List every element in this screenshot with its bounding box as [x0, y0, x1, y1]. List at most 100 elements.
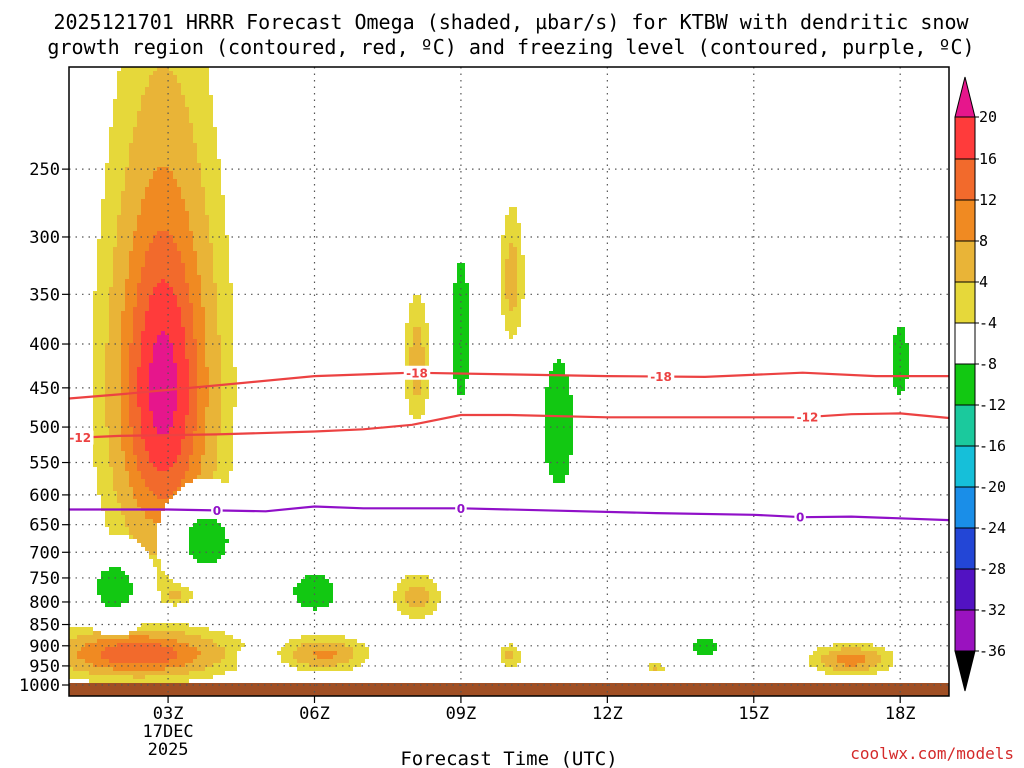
omega-cell: [73, 667, 77, 671]
omega-cell: [129, 639, 133, 643]
omega-cell: [181, 231, 185, 235]
omega-cell: [137, 239, 141, 243]
omega-cell: [145, 215, 149, 219]
omega-cell: [165, 187, 169, 191]
omega-cell: [105, 403, 109, 407]
omega-cell: [109, 531, 113, 535]
omega-cell: [309, 595, 313, 599]
omega-cell: [109, 187, 113, 191]
omega-cell: [125, 315, 129, 319]
omega-cell: [181, 451, 185, 455]
omega-cell: [161, 499, 165, 503]
omega-cell: [125, 339, 129, 343]
omega-cell: [149, 635, 153, 639]
omega-cell: [425, 331, 429, 335]
omega-cell: [413, 295, 417, 299]
omega-cell: [409, 355, 413, 359]
omega-cell: [173, 99, 177, 103]
omega-cell: [113, 323, 117, 327]
omega-cell: [157, 271, 161, 275]
omega-cell: [125, 659, 129, 663]
omega-cell: [129, 527, 133, 531]
omega-cell: [117, 667, 121, 671]
omega-cell: [297, 591, 301, 595]
omega-cell: [93, 399, 97, 403]
omega-cell: [105, 479, 109, 483]
omega-cell: [213, 371, 217, 375]
omega-cell: [169, 127, 173, 131]
omega-cell: [169, 255, 173, 259]
omega-cell: [185, 419, 189, 423]
omega-cell: [509, 295, 513, 299]
omega-cell: [205, 95, 209, 99]
omega-cell: [89, 651, 93, 655]
omega-cell: [161, 383, 165, 387]
omega-cell: [109, 403, 113, 407]
omega-cell: [117, 603, 121, 607]
omega-cell: [101, 575, 105, 579]
omega-cell: [201, 527, 205, 531]
omega-cell: [165, 419, 169, 423]
omega-cell: [153, 675, 157, 679]
omega-cell: [193, 543, 197, 547]
omega-cell: [161, 655, 165, 659]
omega-cell: [129, 259, 133, 263]
omega-cell: [417, 595, 421, 599]
omega-cell: [301, 635, 305, 639]
omega-cell: [137, 211, 141, 215]
omega-cell: [93, 463, 97, 467]
omega-cell: [173, 103, 177, 107]
omega-cell: [93, 447, 97, 451]
omega-cell: [417, 299, 421, 303]
omega-cell: [181, 423, 185, 427]
omega-cell: [365, 647, 369, 651]
omega-cell: [209, 95, 213, 99]
omega-cell: [413, 379, 417, 383]
omega-cell: [181, 327, 185, 331]
omega-cell: [137, 223, 141, 227]
omega-cell: [197, 207, 201, 211]
omega-cell: [137, 519, 141, 523]
omega-cell: [133, 463, 137, 467]
omega-cell: [201, 651, 205, 655]
omega-cell: [185, 371, 189, 375]
omega-cell: [149, 475, 153, 479]
omega-cell: [165, 363, 169, 367]
omega-cell: [149, 471, 153, 475]
omega-cell: [77, 627, 81, 631]
omega-cell: [189, 147, 193, 151]
omega-cell: [93, 323, 97, 327]
omega-cell: [217, 455, 221, 459]
omega-cell: [185, 287, 189, 291]
omega-cell: [145, 83, 149, 87]
omega-cell: [205, 455, 209, 459]
omega-cell: [321, 655, 325, 659]
omega-cell: [169, 311, 173, 315]
omega-cell: [93, 635, 97, 639]
omega-cell: [173, 83, 177, 87]
omega-cell: [349, 667, 353, 671]
omega-cell: [157, 427, 161, 431]
omega-cell: [141, 651, 145, 655]
omega-cell: [121, 143, 125, 147]
omega-cell: [125, 127, 129, 131]
omega-cell: [161, 347, 165, 351]
omega-cell: [141, 79, 145, 83]
omega-cell: [153, 555, 157, 559]
omega-cell: [137, 167, 141, 171]
omega-cell: [109, 127, 113, 131]
omega-cell: [181, 395, 185, 399]
omega-cell: [129, 127, 133, 131]
omega-cell: [101, 343, 105, 347]
omega-cell: [109, 215, 113, 219]
omega-cell: [129, 355, 133, 359]
omega-cell: [157, 371, 161, 375]
omega-cell: [77, 647, 81, 651]
omega-cell: [93, 291, 97, 295]
omega-cell: [169, 223, 173, 227]
omega-cell: [105, 439, 109, 443]
omega-cell: [213, 403, 217, 407]
omega-cell: [501, 235, 505, 239]
omega-cell: [401, 607, 405, 611]
omega-cell: [173, 127, 177, 131]
